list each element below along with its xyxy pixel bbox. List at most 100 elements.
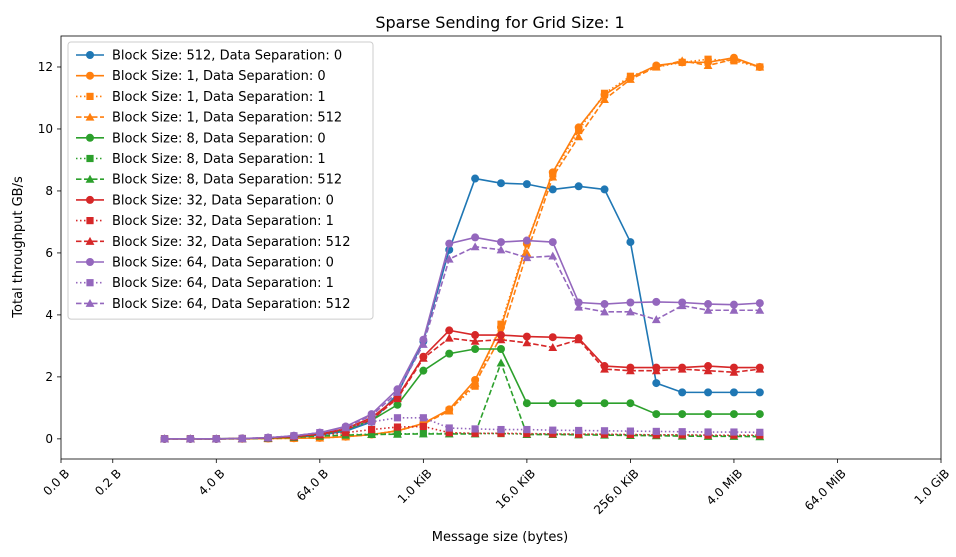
legend-marker <box>86 279 94 287</box>
legend-item: Block Size: 64, Data Separation: 0 <box>76 256 334 271</box>
legend-label: Block Size: 1, Data Separation: 512 <box>112 111 342 126</box>
data-point <box>677 301 687 310</box>
y-tick-label: 10 <box>38 122 53 136</box>
x-axis-label: Message size (bytes) <box>432 530 568 545</box>
data-point <box>652 410 661 419</box>
legend-label: Block Size: 64, Data Separation: 512 <box>112 297 350 312</box>
data-point <box>755 388 764 397</box>
data-point <box>497 238 505 247</box>
legend-item: Block Size: 32, Data Separation: 512 <box>76 235 350 250</box>
data-point <box>471 425 479 433</box>
data-point <box>341 422 351 431</box>
data-point <box>497 320 505 328</box>
data-point <box>393 429 402 438</box>
data-point <box>704 55 712 63</box>
data-point <box>755 299 764 308</box>
data-point <box>626 307 635 316</box>
legend-marker <box>86 71 94 80</box>
data-point <box>471 344 480 353</box>
data-point <box>444 254 454 263</box>
series-line <box>164 416 760 440</box>
legend-marker <box>85 236 95 245</box>
data-point <box>445 326 454 335</box>
data-point <box>522 338 532 347</box>
y-tick-label: 12 <box>38 60 53 74</box>
data-point <box>704 300 713 309</box>
data-point <box>211 434 221 443</box>
data-point <box>548 399 557 408</box>
legend-label: Block Size: 512, Data Separation: 0 <box>112 49 342 64</box>
data-point <box>729 388 738 397</box>
data-point <box>523 429 531 438</box>
legend-marker <box>86 195 94 204</box>
data-point <box>626 74 635 83</box>
legend-marker <box>86 92 94 100</box>
data-point <box>393 394 402 403</box>
legend-item: Block Size: 1, Data Separation: 0 <box>76 69 326 84</box>
data-point <box>367 418 376 426</box>
legend-marker <box>86 133 94 142</box>
data-point <box>548 251 558 260</box>
legend-marker <box>85 299 95 307</box>
data-point <box>367 430 376 439</box>
data-point <box>367 411 376 420</box>
data-point <box>703 366 713 375</box>
data-point <box>522 253 532 262</box>
data-point <box>626 298 635 307</box>
y-axis-label: Total throughput GB/s <box>11 176 26 319</box>
data-point <box>704 362 713 371</box>
data-point <box>600 89 609 97</box>
data-point <box>418 353 428 362</box>
data-point <box>419 414 427 422</box>
data-point <box>600 185 609 194</box>
data-point <box>729 367 739 376</box>
data-point <box>600 300 609 309</box>
data-point <box>315 428 325 437</box>
legend-label: Block Size: 64, Data Separation: 0 <box>112 256 334 271</box>
data-point <box>703 61 713 69</box>
series-line <box>164 425 760 440</box>
data-point <box>548 333 557 342</box>
legend-item: Block Size: 1, Data Separation: 1 <box>76 90 326 105</box>
legend-label: Block Size: 32, Data Separation: 1 <box>112 214 334 229</box>
data-point <box>626 366 635 375</box>
data-point <box>704 410 713 419</box>
data-point <box>393 387 402 396</box>
data-point <box>755 410 764 419</box>
data-point <box>729 410 738 419</box>
data-point <box>756 428 764 436</box>
data-point <box>626 399 635 408</box>
data-point <box>471 331 480 340</box>
y-axis: 0 2 4 6 8 10 12 <box>38 60 61 446</box>
data-point <box>729 305 739 314</box>
chart-title: Sparse Sending for Grid Size: 1 <box>375 13 624 32</box>
legend-label: Block Size: 8, Data Separation: 0 <box>112 131 326 146</box>
data-point <box>160 434 169 443</box>
legend-item: Block Size: 1, Data Separation: 512 <box>76 111 342 126</box>
legend-frame <box>67 41 374 320</box>
data-point <box>755 62 765 71</box>
data-point <box>496 358 506 367</box>
data-point <box>445 429 453 437</box>
data-point <box>445 239 454 248</box>
data-point <box>626 238 635 247</box>
y-tick-label: 6 <box>45 246 53 260</box>
data-point <box>496 245 506 254</box>
data-point <box>704 428 712 436</box>
data-point <box>497 425 505 434</box>
data-point <box>471 429 479 437</box>
data-point <box>600 427 609 435</box>
data-point <box>548 172 558 181</box>
data-point <box>574 132 584 141</box>
data-point <box>523 425 531 434</box>
series-line <box>164 245 760 440</box>
legend-marker <box>85 112 95 121</box>
data-point <box>548 185 557 194</box>
data-point <box>445 424 453 432</box>
data-point <box>497 344 505 353</box>
data-point <box>600 95 609 104</box>
data-point <box>651 366 661 375</box>
y-tick-label: 2 <box>45 370 53 384</box>
legend-label: Block Size: 8, Data Separation: 512 <box>112 173 342 188</box>
legend-item: Block Size: 8, Data Separation: 512 <box>76 173 342 188</box>
